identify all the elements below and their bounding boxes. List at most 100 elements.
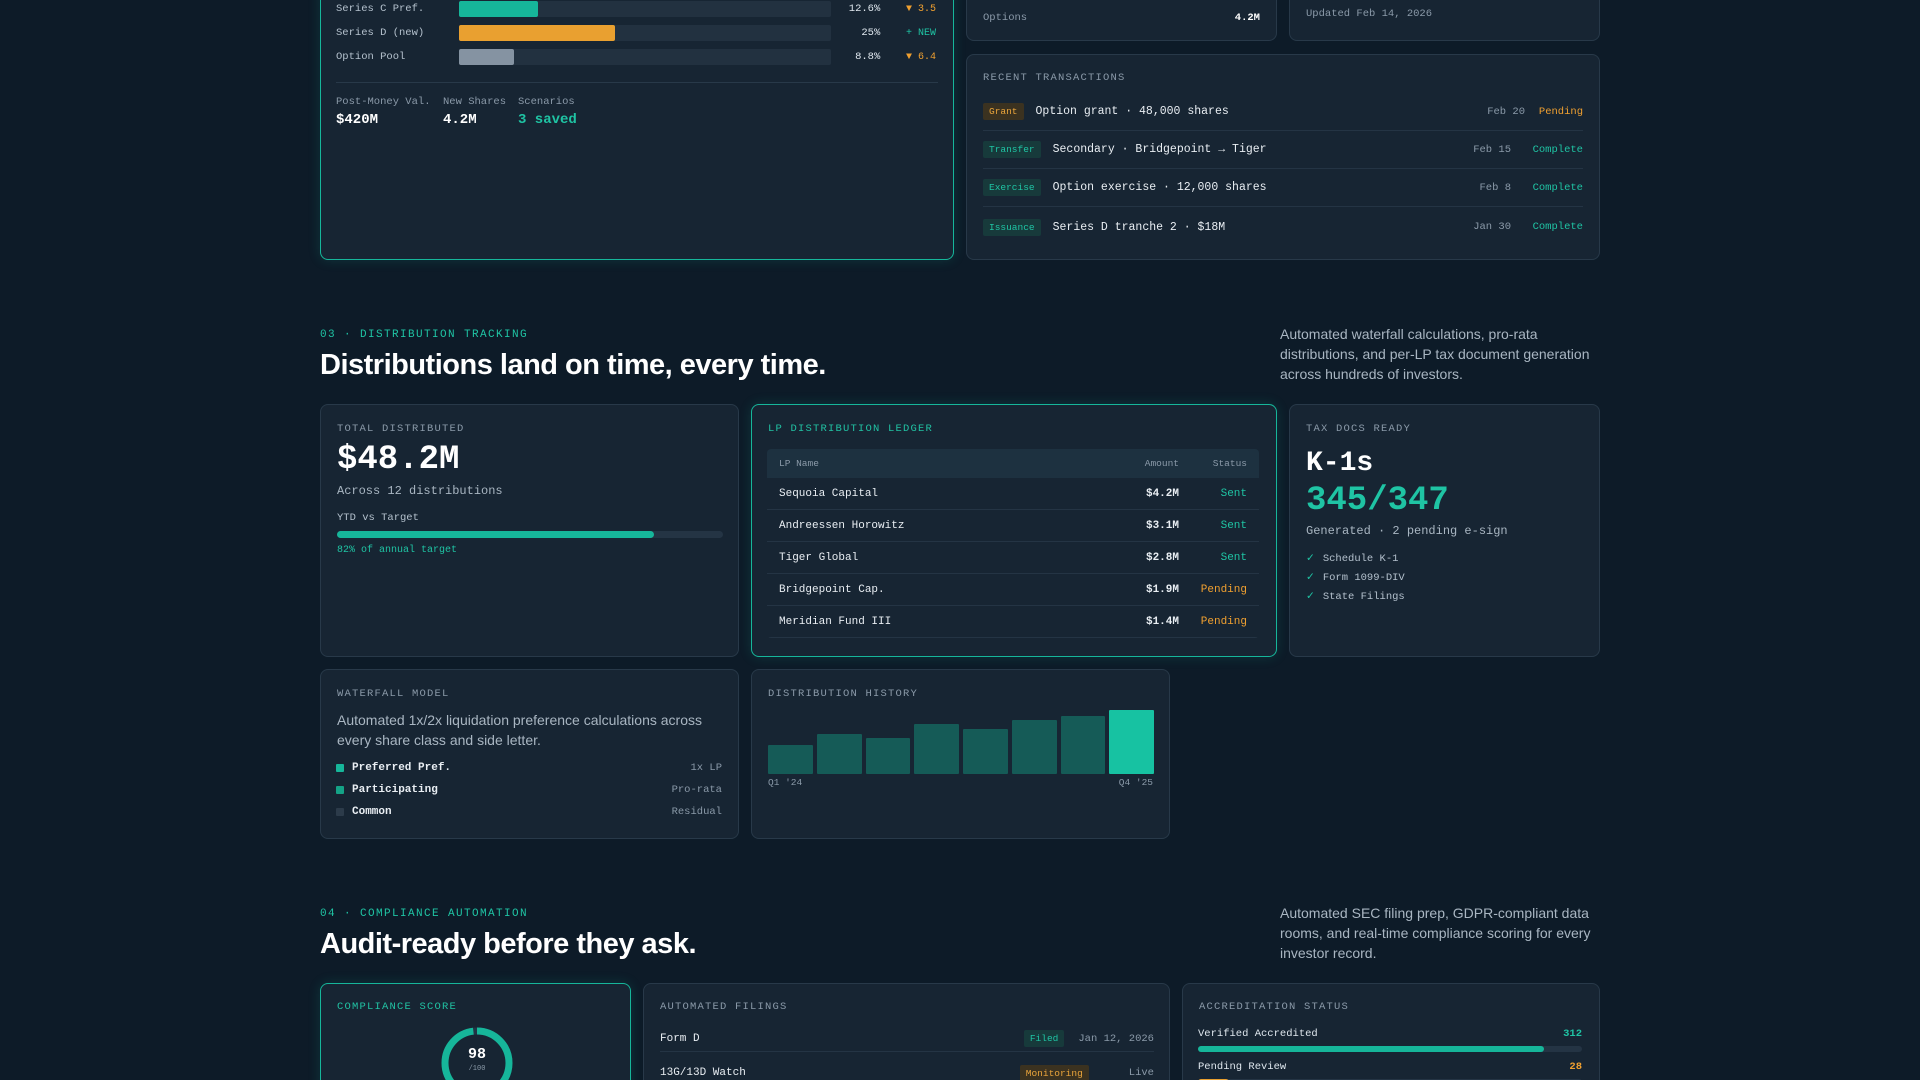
transactions-card [966,54,1600,260]
transaction-row[interactable]: Exercise Option exercise · 12,000 shares… [983,169,1583,207]
card-title: TAX DOCS READY [1306,423,1412,435]
card-title: LP DISTRIBUTION LEDGER [768,423,934,435]
ownership-track [459,1,831,17]
transaction-date: Jan 30 [1473,221,1511,233]
ytd-progress [337,531,723,538]
ledger-row[interactable]: Sequoia Capital $4.2M Sent [767,478,1259,510]
check-label: Form 1099-DIV [1322,572,1405,584]
updated-text: Updated Feb 14, 2026 [1306,8,1433,20]
filing-tag: Filed [1023,1030,1065,1047]
transaction-date: Feb 8 [1479,181,1511,194]
accreditation-fill [1198,1046,1544,1052]
ledger-row[interactable]: Andreessen Horowitz $3.1M Sent [767,510,1259,542]
ledger-status: Sent [1220,487,1247,500]
check-label: State Filings [1322,591,1405,603]
waterfall-row: Common Residual [336,806,722,818]
accreditation-row: Pending Review 28 [1198,1061,1582,1080]
history-bar [865,738,911,774]
ownership-fill [459,1,538,17]
transaction-row[interactable]: Transfer Secondary · Bridgepoint → Tiger… [983,131,1583,169]
stat-value: 4.2M [443,112,477,128]
transaction-tag: Issuance [983,218,1041,236]
section-kicker: 03 · DISTRIBUTION TRACKING [320,329,529,341]
waterfall-value: Pro-rata [671,784,722,796]
transaction-tag: Transfer [983,141,1041,158]
ledger-lp-name: Meridian Fund III [779,615,892,628]
section-title: Distributions land on time, every time. [320,349,826,381]
ledger-header-amount: Amount [1144,458,1179,469]
filing-row[interactable]: Form D Filed Jan 12, 2026 [660,1026,1154,1052]
options-label: Options [983,12,1028,24]
check-icon: ✓ [1306,591,1315,603]
score-ring [441,1027,513,1080]
tax-heading: K-1s [1306,448,1374,479]
distribution-history-card: DISTRIBUTION HISTORY Q1 '24 Q4 '25 [751,669,1170,839]
transaction-row[interactable]: Grant Option grant · 48,000 shares Feb 2… [983,93,1583,131]
ownership-delta: ▼ 6.4 [905,51,936,63]
score-max: /100 [468,1065,486,1073]
waterfall-name: Participating [352,784,438,796]
stat-label: New Shares [443,96,507,108]
transaction-status: Complete [1532,181,1583,194]
tax-sub: Generated · 2 pending e-sign [1306,524,1508,538]
history-bar [963,729,1008,774]
transaction-tag: Exercise [983,179,1041,196]
card-title: COMPLIANCE SCORE [337,1001,458,1013]
tax-checklist: ✓ Schedule K-1 ✓ Form 1099-DIV ✓ State Fili… [1306,552,1405,609]
tax-count: 345/347 [1306,482,1449,520]
waterfall-swatch [336,764,344,772]
section-kicker: 04 · COMPLIANCE AUTOMATION [320,908,529,920]
automated-filings-card: AUTOMATED FILINGS Form D Filed Jan 12, 2… [643,983,1170,1080]
transaction-date: Feb 20 [1487,105,1525,118]
ledger-row[interactable]: Bridgepoint Cap. $1.9M Pending [767,574,1259,606]
stat-scenarios[interactable]: Scenarios 3 saved [518,96,577,128]
card-title: TOTAL DISTRIBUTED [337,423,465,435]
filing-row[interactable]: 13G/13D Watch Monitoring Live [660,1060,1154,1080]
check-label: Schedule K-1 [1322,553,1399,565]
stat-post-money: Post-Money Val. $420M [336,96,431,128]
card-title: ACCREDITATION STATUS [1199,1001,1350,1013]
lp-ledger-table: LP Name Amount Status Sequoia Capital $4… [767,449,1259,638]
section-description: Automated waterfall calculations, pro-ra… [1280,326,1590,382]
transaction-desc: Series D tranche 2 · $18M [1052,220,1226,234]
ledger-status: Pending [1200,583,1247,596]
ownership-track [459,49,831,65]
ledger-amount: $1.9M [1145,583,1179,596]
waterfall-value: 1x LP [690,762,722,774]
divider [336,82,938,83]
stat-value: $420M [336,112,379,128]
ledger-row[interactable]: Meridian Fund III $1.4M Pending [767,606,1259,638]
history-bar [914,724,959,774]
total-distributed-card: TOTAL DISTRIBUTED $48.2M Across 12 distr… [320,404,739,657]
transaction-row[interactable]: Issuance Series D tranche 2 · $18M Jan 3… [983,208,1583,246]
accreditation-label: Pending Review [1198,1061,1287,1073]
ownership-card [320,0,954,260]
accreditation-value: 28 [1569,1061,1582,1073]
ownership-fill [459,25,616,41]
transaction-desc: Option exercise · 12,000 shares [1052,181,1267,194]
history-end-label: Q4 '25 [1118,777,1153,788]
ownership-row: Option Pool 8.8% ▼ 6.4 [336,48,936,66]
accreditation-row: Verified Accredited 312 [1198,1028,1582,1052]
section-title: Audit-ready before they ask. [320,928,697,960]
filing-date: Live [1128,1067,1154,1079]
total-sub: Across 12 distributions [337,484,503,498]
waterfall-name: Common [352,806,392,818]
filing-date: Jan 12, 2026 [1078,1032,1154,1045]
ownership-row: Series C Pref. 12.6% ▼ 3.5 [336,0,936,18]
ownership-pct: 25% [861,27,881,39]
filing-name: 13G/13D Watch [660,1067,746,1079]
ownership-delta: ▼ 3.5 [905,3,936,15]
ownership-row: Series D (new) 25% + NEW [336,24,936,42]
history-bar [816,734,862,774]
ledger-row[interactable]: Tiger Global $2.8M Sent [767,542,1259,574]
history-start-label: Q1 '24 [768,777,803,788]
section-description: Automated SEC filing prep, GDPR-complian… [1280,905,1591,961]
transaction-status: Complete [1532,221,1583,233]
transactions-title: RECENT TRANSACTIONS [983,72,1126,84]
waterfall-desc: Automated 1x/2x liquidation preference c… [337,712,702,748]
check-icon: ✓ [1306,572,1315,584]
ledger-status: Sent [1220,519,1247,532]
ownership-label: Series C Pref. [336,3,425,15]
stat-label: Scenarios [518,96,575,108]
